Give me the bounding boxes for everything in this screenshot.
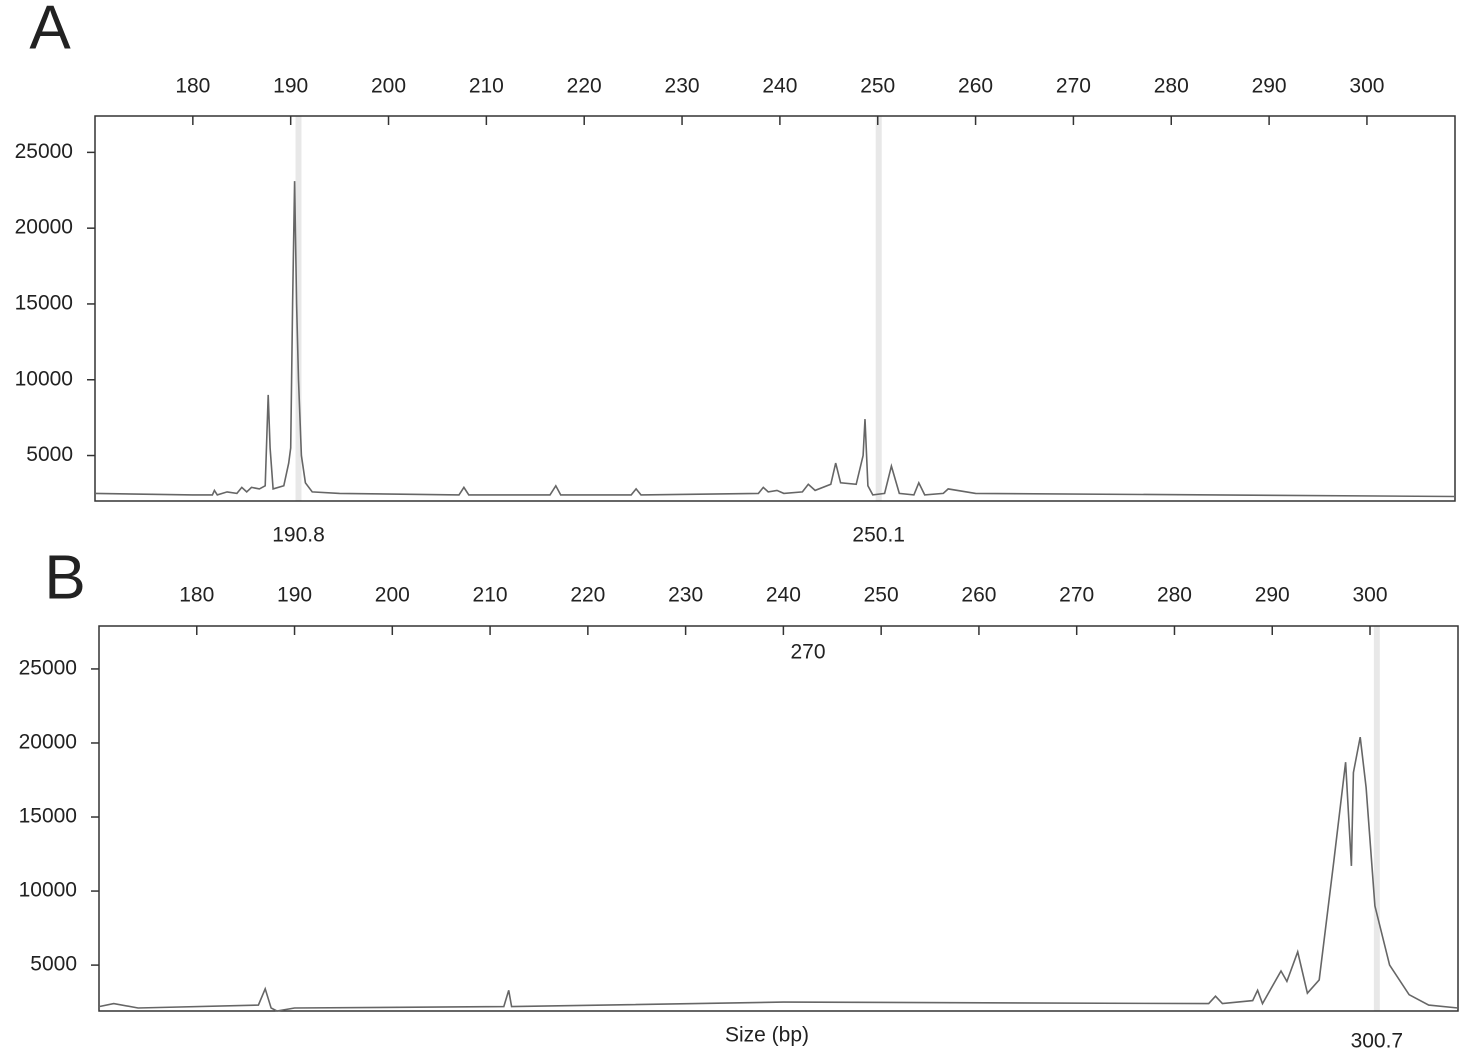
x-tick-label: 300 — [1352, 584, 1387, 607]
annotation: 270 — [790, 641, 825, 664]
x-tick-label: 290 — [1255, 584, 1290, 607]
x-tick-label: 200 — [375, 584, 410, 607]
y-tick-label: 10000 — [15, 367, 73, 390]
panel-label: A — [29, 0, 71, 62]
x-tick-label: 220 — [570, 584, 605, 607]
x-tick-label: 250 — [860, 75, 895, 98]
x-tick-label: 200 — [371, 75, 406, 98]
x-tick-label: 230 — [668, 584, 703, 607]
peak-label: 250.1 — [852, 524, 905, 547]
y-tick-label: 5000 — [30, 953, 77, 976]
peak-label: 300.7 — [1351, 1030, 1404, 1053]
y-tick-label: 15000 — [19, 805, 77, 828]
panel-label: B — [44, 543, 85, 612]
x-tick-label: 180 — [175, 75, 210, 98]
y-tick-label: 5000 — [26, 443, 73, 466]
y-tick-label: 20000 — [15, 216, 73, 239]
x-tick-label: 270 — [1056, 75, 1091, 98]
y-tick-label: 20000 — [19, 731, 77, 754]
peak-label: 190.8 — [272, 524, 325, 547]
x-tick-label: 300 — [1349, 75, 1384, 98]
x-tick-label: 180 — [179, 584, 214, 607]
y-tick-label: 10000 — [19, 879, 77, 902]
y-tick-label: 25000 — [19, 656, 77, 679]
peak-highlight — [295, 116, 302, 501]
x-tick-label: 280 — [1154, 75, 1189, 98]
x-tick-label: 230 — [665, 75, 700, 98]
x-tick-label: 280 — [1157, 584, 1192, 607]
plot-frame — [98, 625, 1459, 1012]
x-tick-label: 240 — [766, 584, 801, 607]
x-tick-label: 270 — [1059, 584, 1094, 607]
trace — [98, 736, 1459, 1012]
x-tick-label: 220 — [567, 75, 602, 98]
plot-frame — [94, 115, 1456, 502]
x-tick-label: 260 — [961, 584, 996, 607]
trace — [94, 181, 1456, 498]
x-tick-label: 240 — [762, 75, 797, 98]
x-tick-label: 190 — [273, 75, 308, 98]
x-tick-label: 250 — [864, 584, 899, 607]
x-axis-label: Size (bp) — [725, 1024, 809, 1047]
peak-highlight — [875, 116, 882, 501]
x-tick-label: 210 — [469, 75, 504, 98]
y-tick-label: 15000 — [15, 291, 73, 314]
peak-highlight — [1373, 626, 1380, 1011]
x-tick-label: 190 — [277, 584, 312, 607]
x-tick-label: 290 — [1252, 75, 1287, 98]
y-tick-label: 25000 — [15, 140, 73, 163]
x-tick-label: 260 — [958, 75, 993, 98]
x-tick-label: 210 — [473, 584, 508, 607]
